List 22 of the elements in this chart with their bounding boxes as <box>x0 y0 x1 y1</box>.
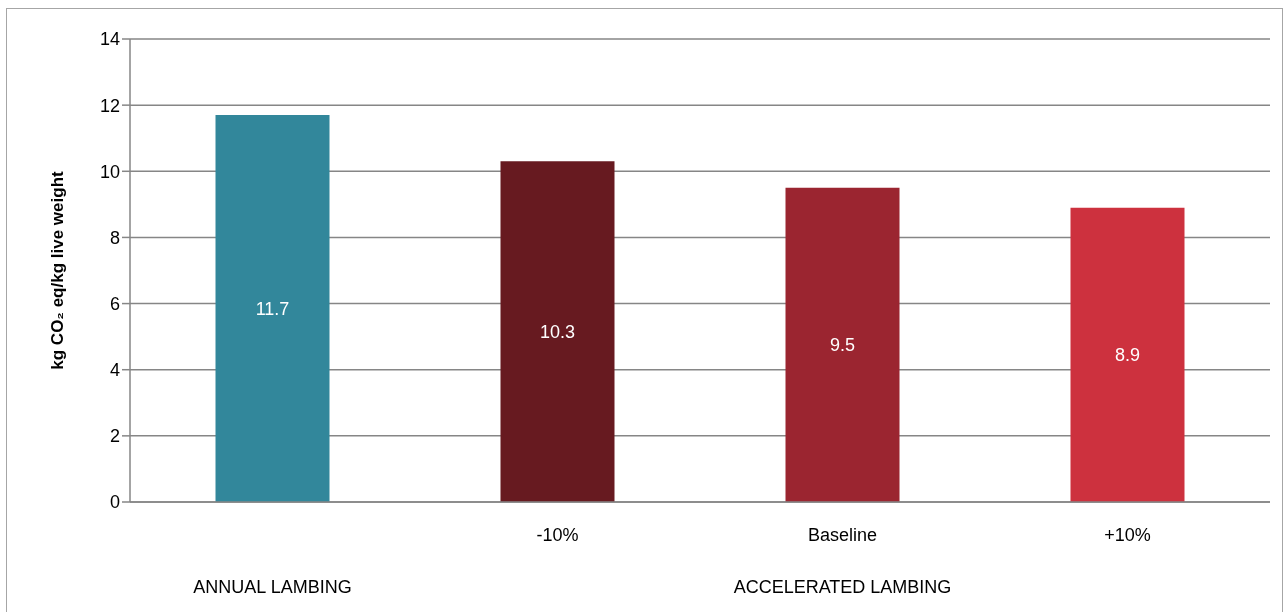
y-tick-label: 14 <box>99 29 120 50</box>
bar <box>500 161 615 502</box>
y-tick-label: 12 <box>99 95 120 116</box>
bar <box>1070 207 1185 502</box>
x-tick-label: +10% <box>1104 524 1151 545</box>
text: ANNUAL LAMBING <box>193 577 352 597</box>
data-label: 11.7 <box>255 298 290 319</box>
y-tick-label: 6 <box>109 293 120 314</box>
y-tick-label: 8 <box>109 227 120 248</box>
y-axis-title: kg CO₂ eq/kg live weight <box>47 170 67 370</box>
x-tick-label: -10% <box>536 524 579 545</box>
bar <box>785 187 900 502</box>
y-tick-label: 4 <box>109 360 120 381</box>
text: ACCELERATED LAMBING <box>733 577 952 597</box>
data-label: 8.9 <box>1114 345 1141 366</box>
y-tick-label: 0 <box>109 492 120 513</box>
y-tick-label: 10 <box>99 161 120 182</box>
data-label: 9.5 <box>829 335 856 356</box>
y-tick-label: 2 <box>109 426 120 447</box>
data-label: 10.3 <box>539 322 576 343</box>
bar <box>215 115 330 502</box>
x-tick-label: Baseline <box>807 524 878 545</box>
